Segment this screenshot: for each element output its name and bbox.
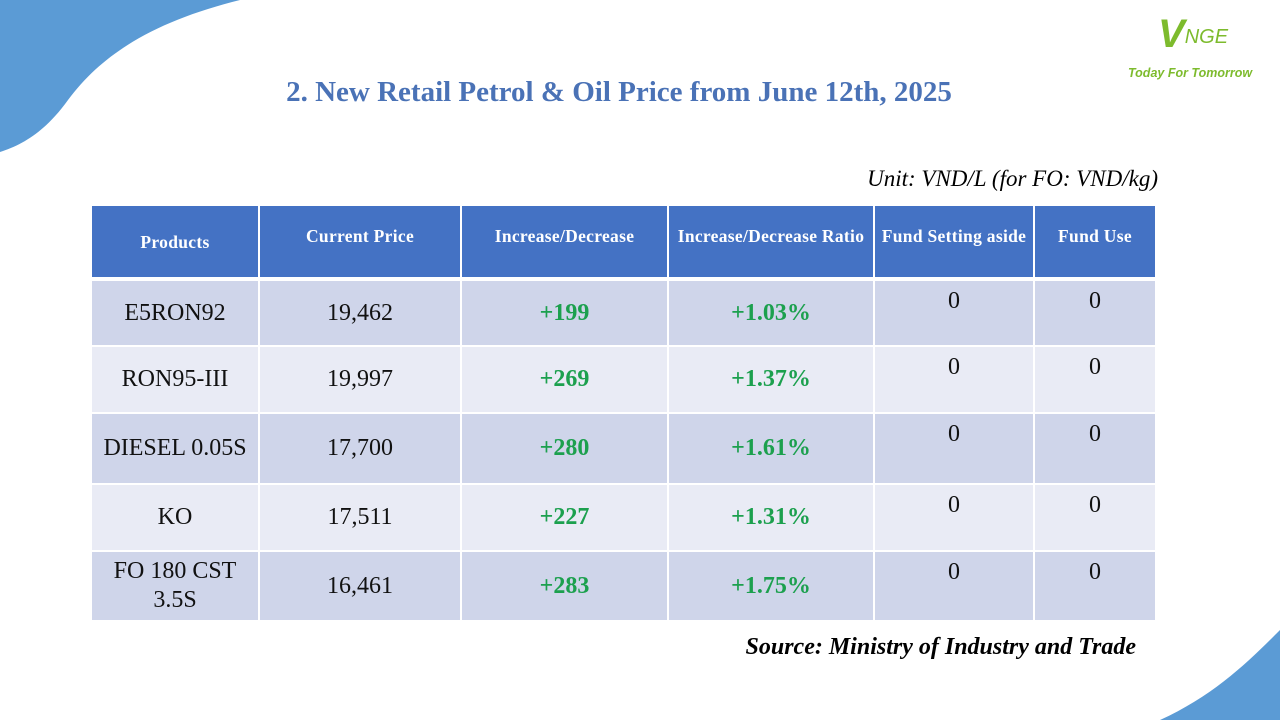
- change-cell: +283: [460, 551, 669, 622]
- fund-setting-cell: 0: [873, 484, 1035, 552]
- ratio-cell: +1.31%: [667, 484, 875, 552]
- price-table: Products Current Price Increase/Decrease…: [90, 206, 1157, 622]
- change-cell: +269: [460, 346, 669, 414]
- price-cell: 19,997: [258, 346, 462, 414]
- fund-use-cell: 0: [1033, 484, 1157, 552]
- ratio-cell: +1.61%: [667, 413, 875, 485]
- change-cell: +280: [460, 413, 669, 485]
- table-header-row: Products Current Price Increase/Decrease…: [90, 206, 1157, 281]
- price-cell: 19,462: [258, 279, 462, 347]
- change-cell: +227: [460, 484, 669, 552]
- table-row: RON95-III 19,997 +269 +1.37% 0 0: [90, 346, 1157, 414]
- fund-use-cell: 0: [1033, 346, 1157, 414]
- fund-setting-cell: 0: [873, 279, 1035, 347]
- change-cell: +199: [460, 279, 669, 347]
- company-logo: VNGE Today For Tomorrow: [1122, 14, 1262, 86]
- unit-note: Unit: VND/L (for FO: VND/kg): [867, 166, 1158, 191]
- slide-title: 2. New Retail Petrol & Oil Price from Ju…: [286, 76, 952, 108]
- source-note: Source: Ministry of Industry and Trade: [745, 634, 1137, 660]
- table-row: KO 17,511 +227 +1.31% 0 0: [90, 484, 1157, 552]
- table-row: E5RON92 19,462 +199 +1.03% 0 0: [90, 279, 1157, 347]
- fund-setting-cell: 0: [873, 551, 1035, 622]
- logo-tagline: Today For Tomorrow: [1128, 66, 1253, 80]
- header-products: Products: [90, 206, 260, 281]
- price-cell: 17,700: [258, 413, 462, 485]
- table-row: FO 180 CST 3.5S 16,461 +283 +1.75% 0 0: [90, 551, 1157, 622]
- ratio-cell: +1.75%: [667, 551, 875, 622]
- product-cell: KO: [90, 484, 260, 552]
- header-ratio: Increase/Decrease Ratio: [667, 206, 875, 281]
- fund-setting-cell: 0: [873, 346, 1035, 414]
- ratio-cell: +1.37%: [667, 346, 875, 414]
- product-cell: DIESEL 0.05S: [90, 413, 260, 485]
- header-increase-decrease: Increase/Decrease: [460, 206, 669, 281]
- header-current-price: Current Price: [258, 206, 462, 281]
- header-fund-use: Fund Use: [1033, 206, 1157, 281]
- ratio-cell: +1.03%: [667, 279, 875, 347]
- product-cell: RON95-III: [90, 346, 260, 414]
- fund-setting-cell: 0: [873, 413, 1035, 485]
- price-cell: 16,461: [258, 551, 462, 622]
- product-cell: FO 180 CST 3.5S: [90, 551, 260, 622]
- fund-use-cell: 0: [1033, 551, 1157, 622]
- table-row: DIESEL 0.05S 17,700 +280 +1.61% 0 0: [90, 413, 1157, 485]
- header-fund-setting: Fund Setting aside: [873, 206, 1035, 281]
- logo-mark: VNGE: [1158, 12, 1229, 56]
- fund-use-cell: 0: [1033, 279, 1157, 347]
- fund-use-cell: 0: [1033, 413, 1157, 485]
- product-cell: E5RON92: [90, 279, 260, 347]
- price-cell: 17,511: [258, 484, 462, 552]
- corner-decoration-bottom-right: [1160, 630, 1280, 720]
